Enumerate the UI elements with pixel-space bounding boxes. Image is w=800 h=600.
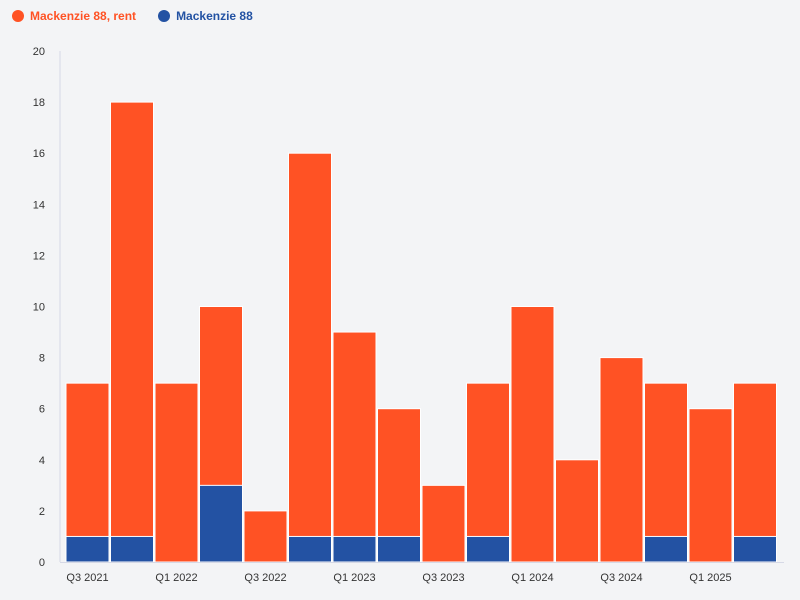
y-tick-label: 8 (39, 353, 45, 365)
legend-sale-label: Mackenzie 88 (176, 9, 253, 23)
bar-sale (644, 535, 688, 563)
bar-rent (288, 152, 332, 563)
bar-sale (332, 535, 377, 563)
bar-rent (599, 357, 644, 563)
x-tick-label: Q1 2024 (511, 572, 553, 584)
bar-sale (466, 535, 510, 563)
y-tick-label: 0 (39, 557, 45, 569)
y-tick-label: 12 (33, 250, 45, 262)
x-tick-label: Q3 2023 (422, 572, 464, 584)
bar-rent (555, 459, 599, 563)
x-tick-label: Q3 2024 (600, 572, 642, 584)
legend-rent-label: Mackenzie 88, rent (30, 9, 137, 23)
bar-rent (644, 382, 688, 563)
bar-rent (733, 382, 777, 563)
y-tick-label: 10 (33, 302, 45, 314)
bar-sale (65, 535, 110, 563)
bar-sale (733, 535, 777, 563)
y-tick-label: 20 (33, 46, 45, 58)
x-tick-label: Q3 2021 (66, 572, 108, 584)
bar-rent (110, 101, 154, 563)
bar-rent (688, 408, 733, 563)
bar-sale (288, 535, 332, 563)
bar-sale (377, 535, 421, 563)
x-tick-label: Q3 2022 (244, 572, 286, 584)
x-tick-label: Q1 2023 (333, 572, 375, 584)
legend-sale-dot-icon (158, 10, 171, 22)
legend-rent-dot-icon (12, 10, 24, 22)
x-tick-label: Q1 2022 (155, 572, 197, 584)
y-tick-label: 2 (39, 506, 45, 518)
y-tick-label: 18 (33, 97, 45, 109)
y-tick-label: 14 (33, 199, 45, 211)
bar-rent (421, 484, 466, 563)
bar-sale (110, 535, 154, 563)
x-tick-label: Q1 2025 (689, 572, 731, 584)
y-tick-label: 4 (39, 455, 45, 467)
y-tick-label: 6 (39, 404, 45, 416)
bar-sale (199, 484, 243, 563)
bar-rent (154, 382, 199, 563)
y-tick-label: 16 (33, 148, 45, 160)
bar-rent (243, 510, 288, 563)
legend: Mackenzie 88, rent Mackenzie 88 (12, 9, 253, 23)
bar-rent (466, 382, 510, 563)
bar-rent (332, 331, 377, 563)
bar-rent (510, 306, 555, 563)
bar-rent (65, 382, 110, 563)
legend-item-rent[interactable]: Mackenzie 88, rent (12, 9, 136, 23)
legend-item-sale[interactable]: Mackenzie 88 (158, 9, 253, 23)
